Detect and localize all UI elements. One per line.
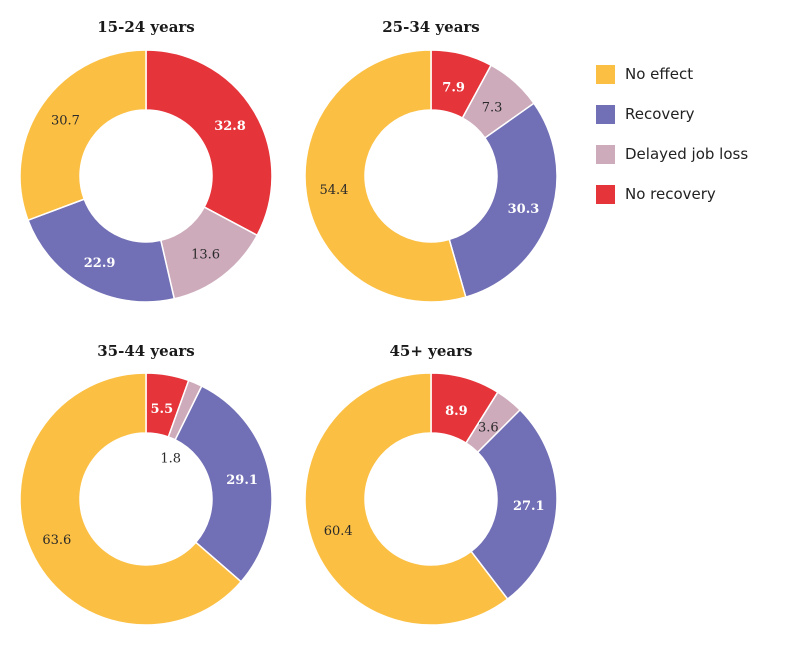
donut-3: 45+ years 8.9 3.6 27.1 60.4 [304, 342, 558, 626]
legend-item-no-effect: No effect [596, 54, 796, 94]
donut-1: 25-34 years 7.9 7.3 30.3 54.4 [304, 18, 558, 303]
legend-swatch [596, 144, 615, 164]
slice-recovery [470, 408, 558, 601]
slice-label-delayed-job-loss: 3.6 [478, 421, 499, 436]
legend: No effect Recovery Delayed job loss No r… [596, 54, 796, 214]
slice-label-delayed-job-loss: 7.3 [482, 101, 503, 116]
slice-label-no-effect: 54.4 [319, 183, 348, 198]
slice-no-effect [19, 49, 147, 222]
chart-title: 15-24 years [97, 18, 195, 36]
slice-recovery [174, 385, 273, 583]
slice-label-recovery: 30.3 [508, 202, 540, 217]
slice-label-no-recovery: 5.5 [151, 402, 174, 417]
slice-label-delayed-job-loss: 13.6 [191, 247, 220, 262]
chart-title: 25-34 years [382, 18, 480, 36]
legend-swatch [596, 64, 615, 84]
slice-recovery [448, 102, 558, 299]
slice-label-no-effect: 63.6 [42, 533, 71, 548]
slice-label-delayed-job-loss: 1.8 [160, 451, 181, 466]
slice-label-recovery: 22.9 [84, 256, 116, 271]
slice-label-recovery: 27.1 [513, 499, 545, 514]
chart-title: 35-44 years [97, 342, 195, 360]
slice-recovery [27, 198, 176, 303]
legend-swatch [596, 184, 615, 204]
legend-swatch [596, 104, 615, 124]
chart-title: 45+ years [390, 342, 473, 360]
legend-label: Delayed job loss [625, 145, 749, 163]
slice-label-no-effect: 60.4 [324, 524, 353, 539]
slice-no-effect [304, 49, 467, 303]
legend-item-recovery: Recovery [596, 94, 796, 134]
donut-0: 15-24 years 32.8 13.6 22.9 30.7 [19, 18, 273, 303]
legend-label: Recovery [625, 105, 695, 123]
slice-label-recovery: 29.1 [226, 473, 258, 488]
legend-item-delayed-job-loss: Delayed job loss [596, 134, 796, 174]
slice-label-no-recovery: 8.9 [445, 404, 468, 419]
slice-label-no-effect: 30.7 [51, 114, 80, 129]
legend-label: No effect [625, 65, 694, 83]
donut-2: 35-44 years 5.5 1.8 29.1 63.6 [19, 342, 273, 626]
slice-label-no-recovery: 32.8 [214, 119, 246, 134]
slice-label-no-recovery: 7.9 [442, 80, 465, 95]
slice-no-effect [19, 372, 243, 626]
legend-label: No recovery [625, 185, 716, 203]
slice-no-effect [304, 372, 509, 626]
slice-no-recovery [145, 49, 273, 237]
legend-item-no-recovery: No recovery [596, 174, 796, 214]
